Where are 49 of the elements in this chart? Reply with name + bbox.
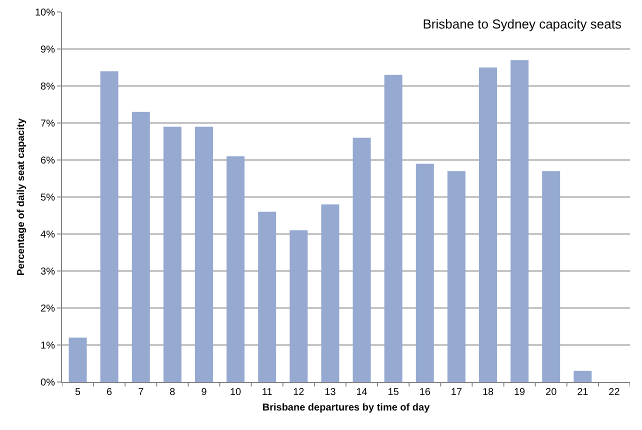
bar xyxy=(290,230,308,382)
bar xyxy=(510,60,529,382)
bar xyxy=(68,338,87,382)
x-axis-title: Brisbane departures by time of day xyxy=(262,402,430,414)
x-tick-label: 21 xyxy=(577,387,589,398)
x-tick-label: 10 xyxy=(230,387,242,398)
x-tick-label: 18 xyxy=(482,387,494,398)
bar xyxy=(163,126,182,382)
y-tick-label: 9% xyxy=(40,44,56,56)
x-tick-label: 17 xyxy=(450,387,462,398)
x-tick-label: 14 xyxy=(356,387,368,398)
bar xyxy=(226,156,245,382)
y-tick-label: 5% xyxy=(40,192,56,204)
bar xyxy=(574,370,592,382)
x-tick-label: 12 xyxy=(293,387,305,398)
x-tick-label: 5 xyxy=(75,387,81,398)
bar xyxy=(384,74,402,382)
y-tick-label: 8% xyxy=(40,82,56,92)
bar xyxy=(195,126,213,382)
y-tick-label: 7% xyxy=(40,118,56,130)
bar xyxy=(100,71,118,382)
x-tick-label: 9 xyxy=(201,387,208,398)
bar xyxy=(352,138,371,382)
y-tick-label: 10% xyxy=(34,8,56,18)
bar xyxy=(416,164,434,382)
x-tick-label: 16 xyxy=(419,387,431,398)
y-tick-label: 4% xyxy=(40,230,56,240)
y-tick-label: 2% xyxy=(40,304,56,314)
bar xyxy=(542,171,560,382)
x-tick-label: 20 xyxy=(546,387,558,398)
bar xyxy=(321,204,340,382)
x-tick-label: 8 xyxy=(170,387,176,398)
bar xyxy=(447,171,466,382)
y-tick-label: 0% xyxy=(40,378,56,388)
x-tick-label: 11 xyxy=(262,387,273,398)
x-tick-label: 7 xyxy=(138,387,144,398)
bar xyxy=(258,212,276,382)
x-tick-label: 15 xyxy=(388,387,400,398)
x-tick-label: 6 xyxy=(106,387,113,398)
bar xyxy=(132,112,150,382)
x-tick-label: 13 xyxy=(324,387,336,398)
y-tick-label: 6% xyxy=(40,156,56,166)
chart-title: Brisbane to Sydney capacity seats xyxy=(422,16,622,32)
y-tick-label: 1% xyxy=(40,340,56,352)
x-tick-label: 19 xyxy=(514,387,526,398)
y-tick-label: 3% xyxy=(40,266,56,278)
x-tick-label: 22 xyxy=(608,387,620,398)
bar xyxy=(479,68,497,382)
y-axis-title: Percentage of daily seat capacity xyxy=(16,118,27,276)
